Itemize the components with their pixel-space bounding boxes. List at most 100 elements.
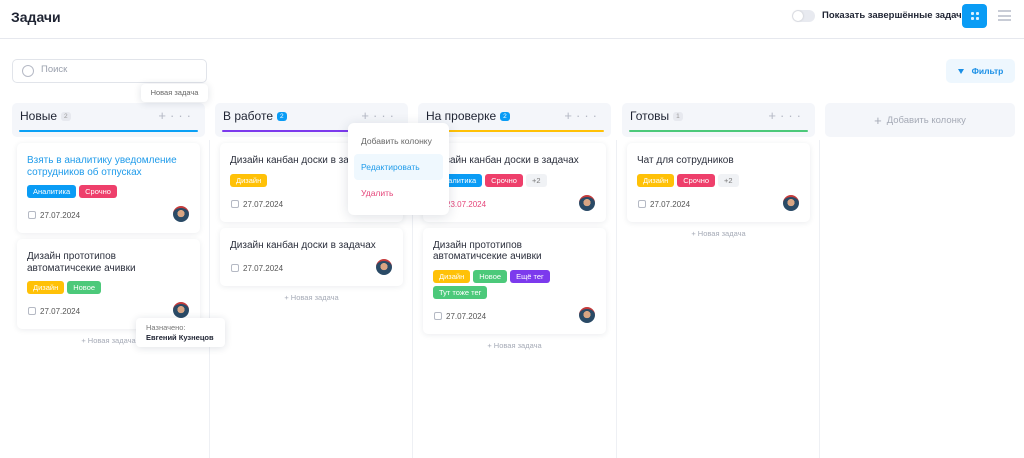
more-icon[interactable]: ··· — [373, 108, 398, 123]
column-title-wrap: Новые 2 — [20, 109, 71, 123]
task-card[interactable]: Дизайн прототипов автоматичсекие ачивки Д… — [423, 227, 606, 334]
add-column-label: Добавить колонку — [886, 114, 966, 126]
avatar[interactable] — [579, 306, 595, 323]
task-title[interactable]: Дизайн канбан доски в задачах — [230, 155, 376, 166]
more-tags-badge: +2 — [525, 173, 547, 187]
new-task-button[interactable]: + Новая задача — [215, 293, 408, 302]
count-badge: 2 — [500, 112, 510, 121]
plus-icon: + — [691, 228, 698, 238]
column: На проверке 2 +··· Дизайн канбан доски в за… — [418, 103, 611, 350]
task-card[interactable]: Дизайн канбан доски в задачах Аналитика Ср… — [423, 143, 606, 222]
column-color-bar — [222, 129, 401, 132]
more-icon[interactable]: ··· — [576, 108, 601, 123]
tag: Аналитика — [27, 185, 77, 198]
grid-view-button[interactable] — [962, 4, 987, 28]
due-date-text: 27.07.2024 — [40, 307, 81, 316]
plus-icon: + — [284, 293, 291, 302]
task-card[interactable]: Чат для сотрудников Дизайн Срочно +2 27.07.2… — [627, 143, 810, 222]
plus-icon[interactable]: + — [768, 108, 780, 123]
assigned-label: Назначено: — [146, 323, 186, 332]
column-divider — [209, 140, 210, 458]
tag-list: Аналитика Срочно +2 — [433, 173, 595, 187]
new-task-label: Новая задача — [290, 293, 339, 302]
task-title[interactable]: Дизайн канбан доски в задачах — [230, 239, 376, 251]
due-date-text: 27.07.2024 — [650, 199, 691, 209]
new-task-button[interactable]: + Новая задача — [12, 336, 205, 345]
search-input[interactable] — [41, 64, 191, 75]
column-title-wrap: Готовы 1 — [630, 109, 683, 123]
due-date-text: 27.07.2024 — [446, 311, 487, 321]
count-badge: 1 — [673, 112, 683, 121]
task-title[interactable]: Дизайн канбан доски в задачах — [433, 155, 579, 166]
avatar[interactable] — [173, 206, 189, 222]
task-title[interactable]: Дизайн прототипов автоматичсекие ачивки — [433, 239, 542, 263]
column-divider — [819, 140, 820, 458]
add-column-button[interactable]: + Добавить колонку — [825, 103, 1015, 137]
show-completed-toggle[interactable] — [792, 10, 815, 22]
column: Готовы 1 +··· Чат для сотрудников Дизайн Сроч… — [622, 103, 815, 238]
card-footer: 27.07.2024 — [230, 259, 392, 276]
search-box[interactable] — [12, 59, 207, 83]
column-color-bar — [19, 129, 198, 132]
tag: Дизайн — [27, 281, 65, 294]
new-task-button[interactable]: + Новая задача — [622, 229, 815, 238]
task-card[interactable]: Дизайн канбан доски в задачах 27.07.2024 — [220, 227, 403, 286]
tag-list: Дизайн Срочно +2 — [637, 173, 799, 187]
menu-item-edit[interactable]: Редактировать — [354, 154, 443, 180]
due-date: 27.07.2024 — [28, 211, 80, 220]
column-title-wrap: На проверке 2 — [426, 109, 510, 123]
more-icon[interactable]: ··· — [780, 108, 805, 123]
task-title[interactable]: Взять в аналитику уведомление сотруднико… — [27, 155, 177, 178]
column-actions: +··· — [768, 108, 805, 123]
due-date: 27.07.2024 — [28, 307, 80, 316]
plus-icon[interactable]: + — [158, 108, 170, 123]
column-divider — [616, 140, 617, 458]
calendar-icon — [28, 307, 36, 315]
avatar[interactable] — [173, 302, 189, 318]
task-title[interactable]: Чат для сотрудников — [637, 155, 734, 166]
assigned-name: Евгений Кузнецов — [146, 333, 214, 342]
new-task-button[interactable]: + Новая задача — [418, 341, 611, 350]
due-date-text: 27.07.2024 — [243, 199, 284, 209]
due-date-text: 27.07.2024 — [243, 264, 284, 273]
new-task-tooltip: Новая задача — [141, 84, 208, 102]
filter-button[interactable]: Фильтр — [946, 59, 1015, 83]
column-actions: +··· — [361, 108, 398, 123]
more-icon[interactable]: ··· — [170, 108, 195, 123]
tag: Срочно — [677, 173, 716, 187]
card-footer: 23.07.2024 — [433, 194, 595, 212]
card-list: Чат для сотрудников Дизайн Срочно +2 27.07.2… — [622, 137, 815, 222]
avatar[interactable] — [376, 259, 392, 275]
hamburger-icon[interactable] — [998, 10, 1011, 21]
tag: Новое — [473, 269, 508, 283]
search-icon — [22, 65, 34, 77]
new-task-label: Новая задача — [87, 336, 136, 345]
menu-item-add-column[interactable]: Добавить колонку — [361, 136, 432, 146]
assignee-tooltip: Назначено: Евгений Кузнецов — [136, 318, 225, 347]
tag-list: Дизайн — [230, 173, 392, 187]
plus-icon[interactable]: + — [361, 108, 373, 123]
column-actions: +··· — [564, 108, 601, 123]
tag-list: Дизайн Новое — [27, 281, 189, 294]
avatar[interactable] — [783, 194, 799, 211]
card-footer: 27.07.2024 — [27, 206, 189, 223]
due-date-text: 23.07.2024 — [446, 199, 487, 209]
plus-icon[interactable]: + — [564, 108, 576, 123]
calendar-icon — [231, 264, 239, 272]
menu-item-delete[interactable]: Удалить — [361, 188, 394, 198]
task-card[interactable]: Дизайн прототипов автоматичсекие ачивки Д… — [17, 239, 200, 329]
task-title[interactable]: Дизайн прототипов автоматичсекие ачивки — [27, 251, 136, 274]
tag: Срочно — [79, 185, 117, 198]
tag: Тут тоже тег — [433, 285, 488, 299]
due-date: 27.07.2024 — [231, 264, 283, 273]
new-task-label: Новая задача — [697, 228, 746, 238]
new-task-label: Новая задача — [493, 340, 542, 350]
calendar-icon — [434, 311, 442, 320]
card-list: Взять в аналитику уведомление сотруднико… — [12, 137, 205, 329]
task-card[interactable]: Взять в аналитику уведомление сотруднико… — [17, 143, 200, 233]
avatar[interactable] — [579, 194, 595, 211]
count-badge: 2 — [277, 112, 287, 121]
column-color-bar — [425, 129, 604, 132]
column-name: Готовы — [630, 109, 670, 123]
column-header: Готовы 1 +··· — [622, 103, 815, 137]
